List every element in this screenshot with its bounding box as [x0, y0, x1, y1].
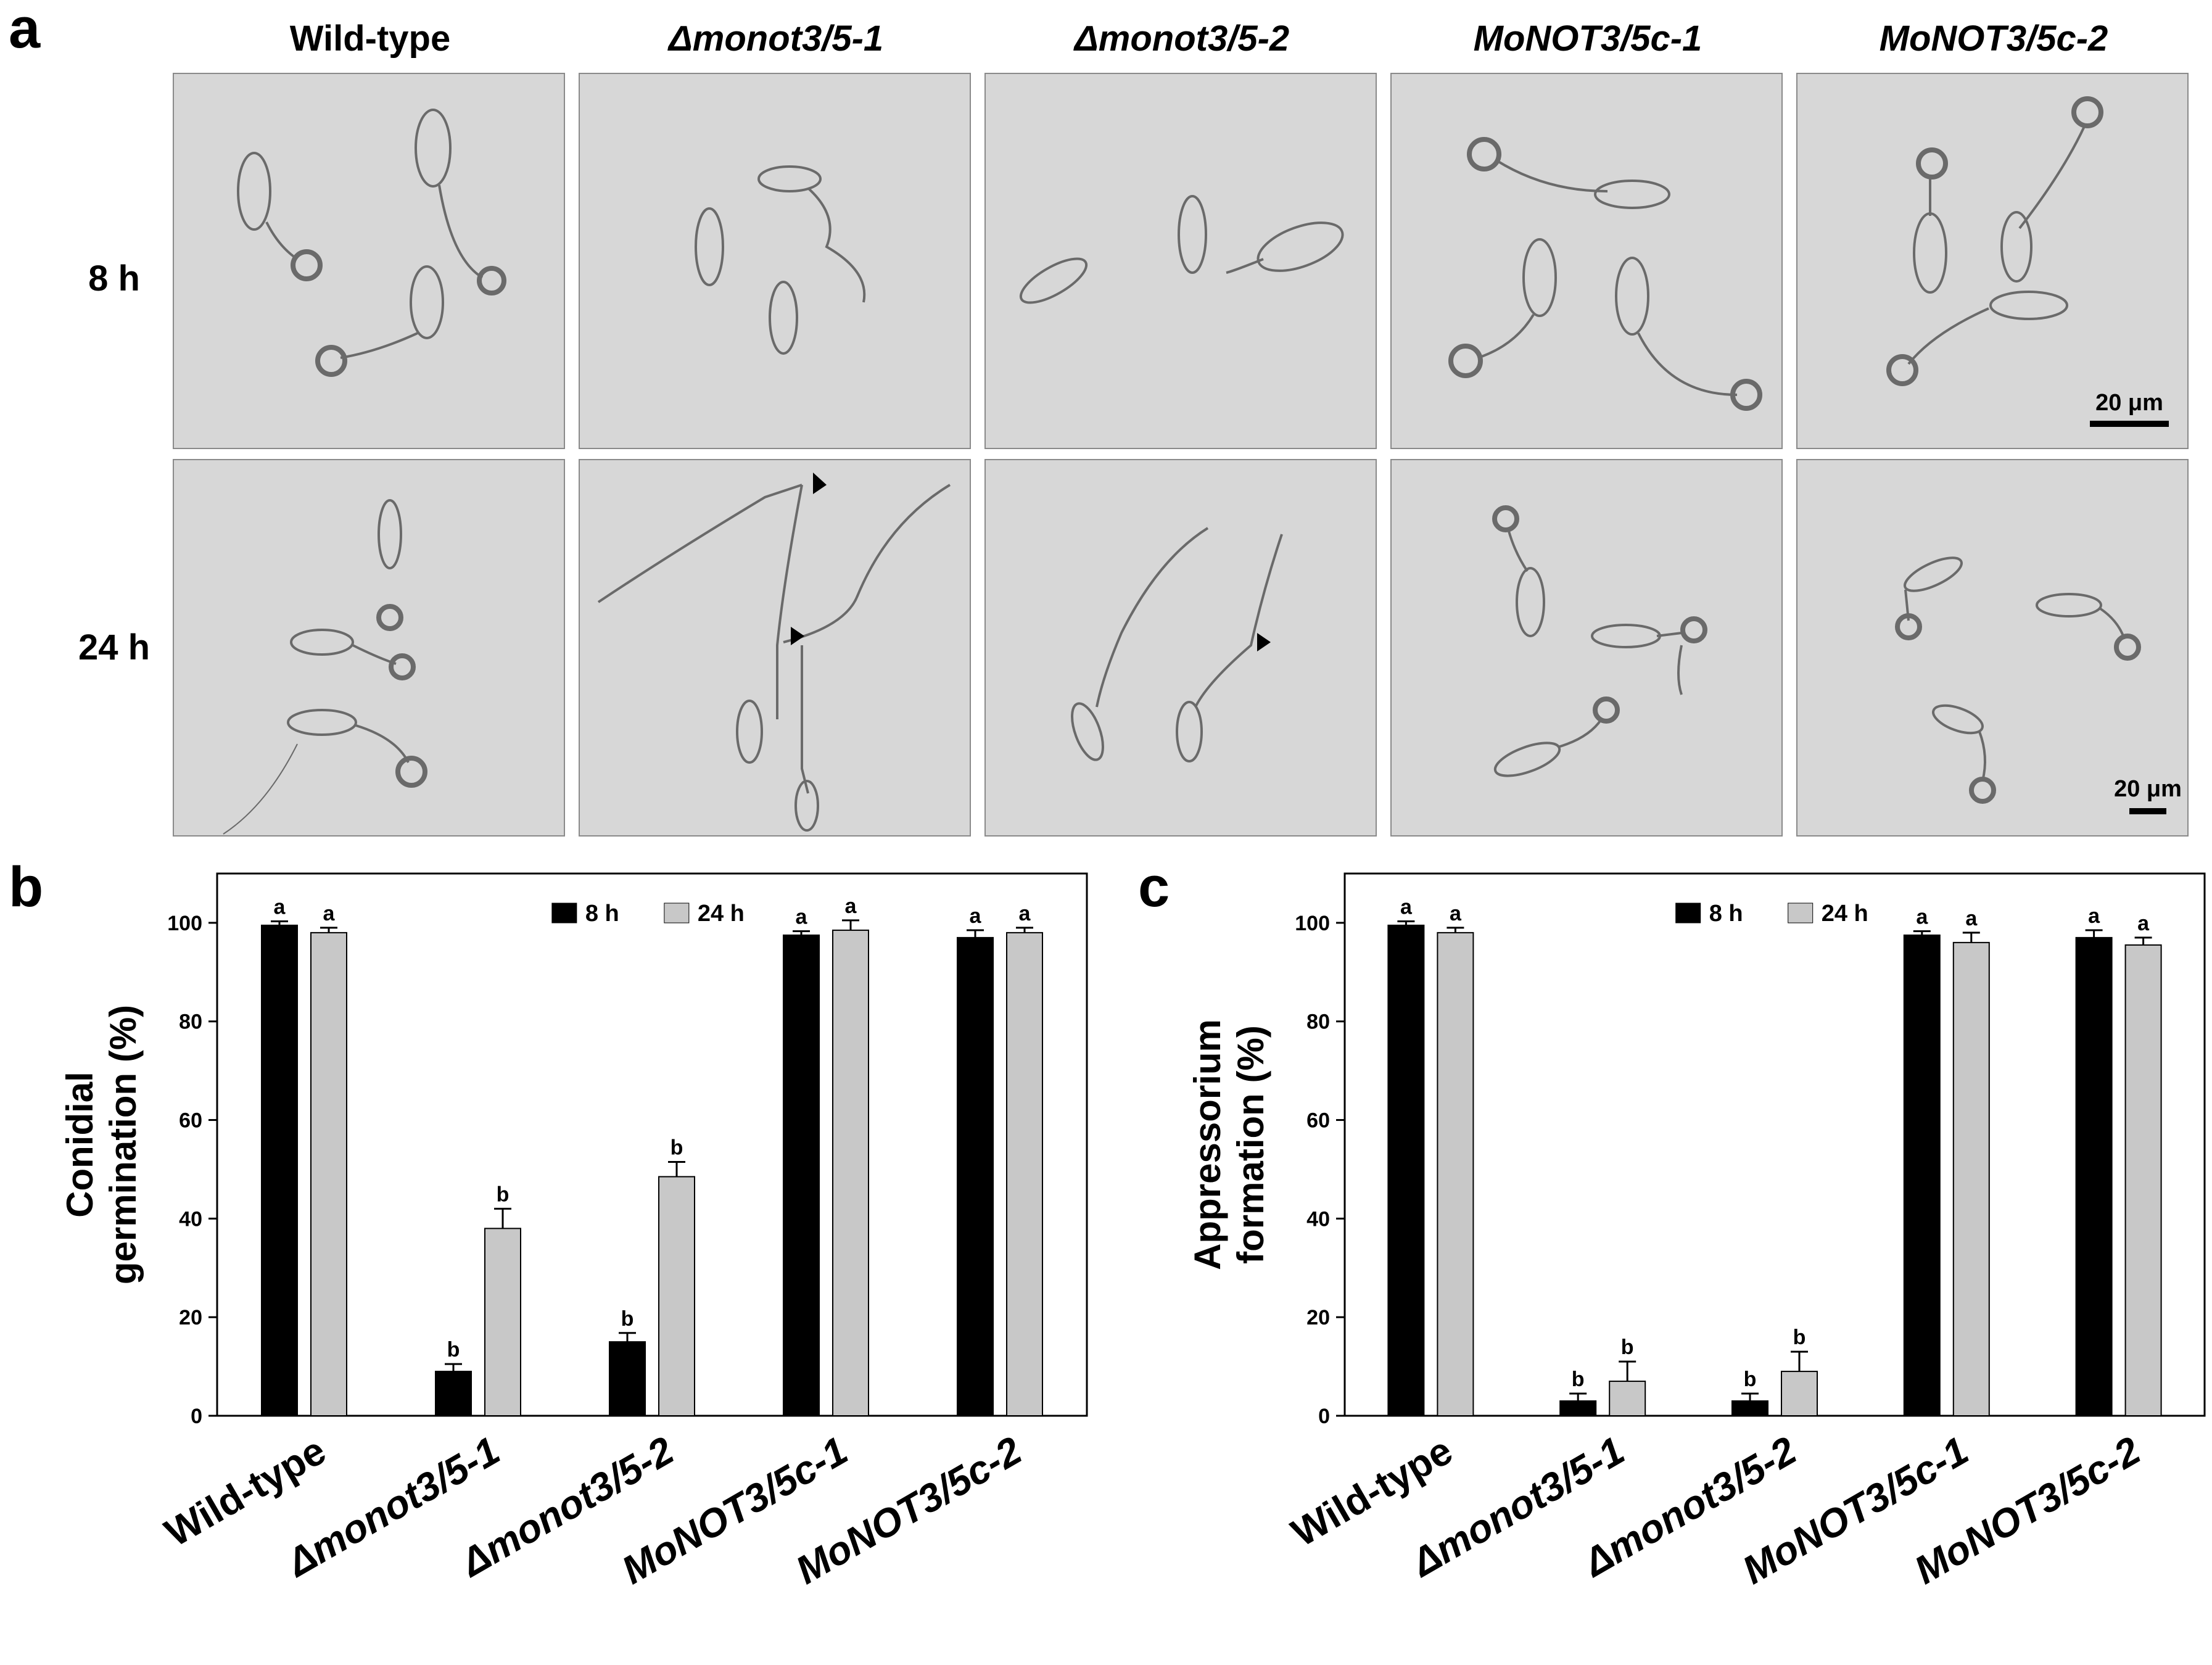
chart-c-ytick-label: 20 — [1306, 1306, 1330, 1329]
chart-c-ytick-label: 0 — [1318, 1405, 1330, 1428]
panel-label-c: c — [1138, 856, 1170, 919]
chart-b-significance-letter: b — [621, 1307, 634, 1331]
chart-c-significance-letter: a — [1916, 905, 1928, 928]
chart-c-significance-letter: b — [1621, 1336, 1634, 1359]
chart-c-significance-letter: a — [1400, 896, 1413, 919]
chart-c-significance-letter: b — [1793, 1326, 1806, 1349]
chart-c-legend-swatch — [1788, 903, 1814, 923]
chart-c-legend-label: 8 h — [1709, 901, 1743, 927]
chart-c-significance-letter: a — [2137, 912, 2150, 935]
chart-b-significance-letter: b — [447, 1338, 460, 1361]
scale-bar-label: 20 μm — [2095, 390, 2163, 416]
chart-c-ytick-label: 40 — [1306, 1207, 1330, 1231]
micrograph-drawing — [1019, 195, 1344, 304]
row-label-24h: 24 h — [78, 627, 151, 667]
micrograph-wild-type-8h — [173, 73, 565, 449]
micrograph-monot3-5c-1-8h — [1390, 73, 1783, 449]
chart-b-bar — [609, 1341, 646, 1416]
chart-c-bar — [2075, 936, 2113, 1416]
chart-b-significance-letter: b — [497, 1183, 510, 1206]
chart-c-frame — [1343, 872, 2206, 1417]
chart-b-legend-label: 8 h — [585, 901, 619, 927]
micrograph-wild-type-24h — [173, 459, 565, 837]
strain-header-wild-type: Wild-type — [289, 19, 451, 59]
chart-c-ylabel: formation (%) — [1230, 1025, 1271, 1264]
chart-b-bar — [783, 934, 820, 1417]
micrograph-drawing: 20 μm — [1886, 96, 2169, 427]
micrograph-monot3-5c-2-8h: 20 μm — [1796, 73, 2189, 449]
chart-c-significance-letter: a — [1965, 907, 1978, 930]
chart-b-bar — [1006, 932, 1043, 1416]
strain-header-dmonot3-5-2: Δmonot3/5-2 — [1074, 19, 1290, 59]
strain-header-dmonot3-5-1: Δmonot3/5-1 — [668, 19, 884, 59]
chart-c-bar — [1609, 1381, 1646, 1417]
chart-b-significance-letter: a — [1019, 902, 1031, 925]
chart-b-frame — [216, 872, 1088, 1417]
chart-b-ytick-label: 20 — [179, 1306, 202, 1329]
chart-b-bar — [435, 1371, 472, 1417]
chart-b-legend-swatch — [551, 903, 577, 923]
micrograph-drawing — [223, 499, 427, 835]
micrograph-drawing — [1448, 137, 1762, 411]
chart-b-bar — [832, 929, 869, 1417]
micrograph-dmonot3-5-2-8h — [984, 73, 1377, 449]
chart-c-significance-letter: a — [1450, 902, 1462, 925]
scale-bar-label: 20 μm — [2114, 776, 2182, 802]
chart-b-bar — [310, 932, 347, 1416]
chart-c-significance-letter: b — [1572, 1368, 1585, 1391]
chart-b-ytick-label: 80 — [179, 1010, 202, 1034]
chart-b-bar — [658, 1176, 695, 1416]
panel-label-a: a — [9, 0, 41, 60]
chart-b-ytick-label: 40 — [179, 1207, 202, 1231]
chart-c-ytick-label: 80 — [1306, 1010, 1330, 1034]
micrograph-drawing — [695, 165, 866, 355]
chart-c-bar — [1387, 924, 1425, 1416]
micrograph-drawing — [237, 109, 506, 377]
chart-c-significance-letter: b — [1744, 1368, 1757, 1391]
chart-b-significance-letter: a — [274, 896, 286, 919]
chart-b-bar — [957, 936, 994, 1416]
panel-label-b: b — [9, 856, 44, 919]
chart-c-bar — [1559, 1400, 1597, 1417]
micrograph-dmonot3-5-1-8h — [579, 73, 971, 449]
micrograph-drawing: 20 μm — [1895, 556, 2182, 814]
row-label-8h: 8 h — [88, 258, 140, 299]
chart-b-significance-letter: a — [970, 904, 982, 928]
micrograph-dmonot3-5-2-24h — [984, 459, 1377, 837]
micrograph-monot3-5c-2-24h: 20 μm — [1796, 459, 2189, 837]
micrograph-drawing — [1492, 505, 1707, 777]
chart-b-bar — [484, 1228, 521, 1416]
chart-b-ytick-label: 0 — [191, 1405, 202, 1428]
micrograph-drawing — [1071, 527, 1283, 762]
chart-c-bar — [1731, 1400, 1768, 1417]
chart-c-legend-label: 24 h — [1822, 901, 1868, 927]
chart-b-significance-letter: a — [845, 894, 857, 918]
chart-c-significance-letter: a — [2088, 904, 2100, 928]
chart-c-bar — [2124, 944, 2162, 1417]
chart-c-bar — [1437, 932, 1474, 1416]
chart-c-bar — [1903, 934, 1941, 1417]
chart-c-ylabel: Appressorium — [1187, 1019, 1228, 1270]
chart-c-ytick-label: 60 — [1306, 1109, 1330, 1133]
chart-b-bar — [261, 924, 298, 1416]
chart-b-significance-letter: a — [323, 902, 336, 925]
chart-b-ytick-label: 100 — [167, 912, 202, 935]
chart-c-bar — [1781, 1371, 1818, 1417]
micrograph-dmonot3-5-1-24h — [579, 459, 971, 837]
chart-b-legend-swatch — [664, 903, 690, 923]
chart-b-significance-letter: a — [796, 905, 808, 928]
chart-b-ytick-label: 60 — [179, 1109, 202, 1133]
chart-b-significance-letter: b — [671, 1136, 683, 1159]
chart-b-ylabel: Conidial — [59, 1072, 101, 1218]
micrograph-monot3-5c-1-24h — [1390, 459, 1783, 837]
chart-c-ytick-label: 100 — [1295, 912, 1330, 935]
chart-b-legend-label: 24 h — [698, 901, 745, 927]
chart-c-bar — [1952, 941, 1990, 1416]
micrograph-drawing — [597, 473, 951, 832]
chart-b-ylabel: germination (%) — [102, 1005, 144, 1284]
strain-header-monot3-5c-2: MoNOT3/5c-2 — [1879, 19, 2108, 59]
chart-c-legend-swatch — [1675, 903, 1701, 923]
strain-header-monot3-5c-1: MoNOT3/5c-1 — [1473, 19, 1702, 59]
